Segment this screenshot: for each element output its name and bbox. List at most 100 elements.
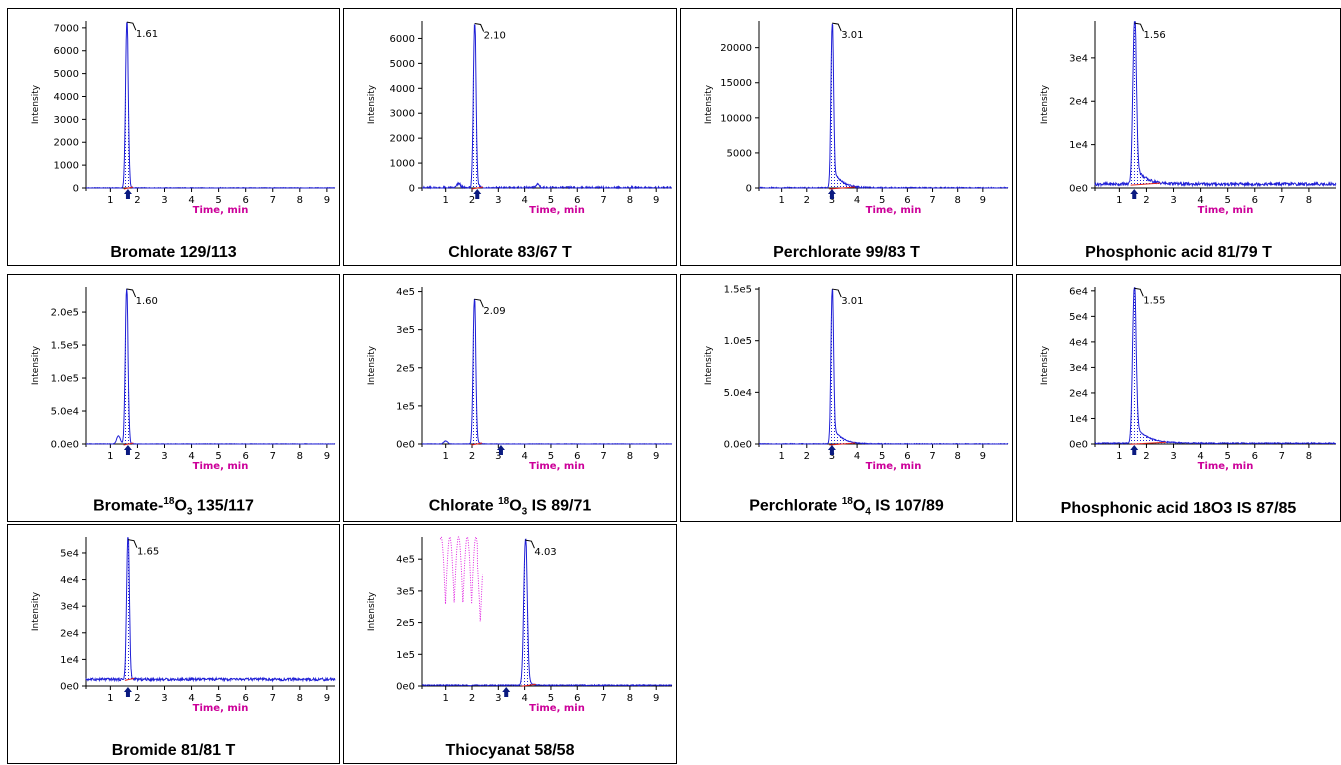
x-tick-label: 7 — [600, 195, 606, 206]
x-tick-label: 6 — [1252, 451, 1258, 462]
chromatogram-plot: 0 5000 10000 15000 20000 1 2 3 4 5 6 7 8 9 Intensity Ti… — [704, 21, 1009, 216]
y-axis-title: Intensity — [31, 591, 41, 631]
y-tick-label: 5.0e4 — [51, 407, 79, 418]
chromatogram-trace — [422, 24, 672, 190]
y-tick-label: 0.0e0 — [724, 440, 752, 451]
y-tick-label: 3e4 — [1069, 363, 1088, 374]
y-tick-label: 1e4 — [1069, 140, 1088, 151]
retention-time-label: 1.55 — [1143, 295, 1165, 306]
chromatogram-trace — [85, 21, 336, 189]
x-tick-label: 6 — [904, 451, 910, 462]
chromatogram-plot: 0 1000 2000 3000 4000 5000 6000 7000 1 2 3 4 5 6 7 8 9 In… — [31, 21, 336, 216]
x-tick-label: 9 — [980, 451, 986, 462]
panel-caption: Bromide 81/81 T — [111, 742, 236, 759]
peak-apex-flag — [126, 21, 137, 31]
panel-caption: Perchlorate 18O4 IS 107/89 — [749, 496, 944, 518]
peak-apex-flag — [474, 298, 484, 308]
y-tick-label: 15000 — [720, 78, 752, 89]
expected-rt-arrow-icon — [1130, 445, 1139, 455]
panel-caption: Chlorate 83/67 T — [448, 244, 572, 261]
chromatogram-panel: 0e0 1e4 2e4 3e4 1 2 3 4 5 6 7 8 Intensity Time, min 1.… — [1016, 8, 1341, 266]
y-axis-title: Intensity — [704, 345, 714, 385]
retention-time-label: 2.09 — [483, 306, 505, 317]
chromatogram-panel: 0e0 1e4 2e4 3e4 4e4 5e4 6e4 1 2 3 4 5 6 7 8 Intensity Ti… — [1016, 274, 1341, 522]
x-axis-title: Time, min — [193, 703, 249, 714]
expected-rt-arrow-icon — [123, 189, 132, 199]
y-tick-label: 1000 — [390, 159, 415, 170]
peak-apex-flag — [832, 288, 842, 298]
y-tick-label: 0 — [409, 184, 415, 195]
x-tick-label: 8 — [297, 693, 303, 704]
peak-apex-flag — [126, 288, 137, 298]
chromatogram-plot: 0e0 1e4 2e4 3e4 1 2 3 4 5 6 7 8 Intensity Time, min 1.… — [1040, 21, 1337, 216]
chromatogram-plot: 0e0 1e4 2e4 3e4 4e4 5e4 6e4 1 2 3 4 5 6 7 8 Intensity Ti… — [1040, 286, 1336, 472]
x-tick-label: 2 — [134, 451, 140, 462]
x-tick-label: 6 — [574, 195, 580, 206]
x-tick-label: 8 — [627, 451, 633, 462]
x-tick-label: 3 — [829, 195, 835, 206]
x-tick-label: 3 — [161, 195, 167, 206]
x-tick-label: 9 — [980, 195, 986, 206]
x-tick-label: 5 — [548, 451, 554, 462]
peak-area — [471, 299, 483, 444]
y-tick-label: 2e5 — [396, 363, 415, 374]
y-tick-label: 3e4 — [60, 602, 79, 613]
y-tick-label: 1.0e5 — [724, 336, 752, 347]
y-tick-label: 3e5 — [396, 586, 415, 597]
x-axis-title: Time, min — [866, 461, 922, 472]
x-tick-label: 2 — [134, 195, 140, 206]
y-axis-title: Intensity — [1040, 84, 1050, 124]
x-tick-label: 8 — [955, 195, 961, 206]
x-tick-label: 6 — [574, 451, 580, 462]
x-tick-label: 7 — [600, 693, 606, 704]
y-axis-title: Intensity — [31, 345, 41, 385]
x-tick-label: 9 — [653, 195, 659, 206]
x-tick-label: 1 — [442, 451, 448, 462]
chromatogram-trace — [759, 23, 1009, 190]
chromatogram-trace — [1094, 21, 1337, 188]
y-tick-label: 2e5 — [396, 618, 415, 629]
x-axis-title: Time, min — [529, 461, 585, 472]
x-axis-title: Time, min — [529, 205, 585, 216]
x-tick-label: 3 — [1170, 195, 1176, 206]
y-tick-label: 1e4 — [1069, 414, 1088, 425]
y-tick-label: 3000 — [390, 109, 415, 120]
integration-baseline — [123, 442, 134, 446]
x-tick-label: 5 — [215, 195, 221, 206]
x-tick-label: 2 — [1143, 451, 1149, 462]
y-tick-label: 6000 — [390, 34, 415, 45]
x-tick-label: 7 — [929, 451, 935, 462]
y-tick-label: 2e4 — [1069, 388, 1088, 399]
y-tick-label: 5.0e4 — [724, 388, 752, 399]
x-tick-label: 7 — [929, 195, 935, 206]
x-tick-label: 6 — [242, 451, 248, 462]
peak-apex-flag — [832, 22, 842, 32]
y-tick-label: 4e4 — [1069, 337, 1088, 348]
x-tick-label: 8 — [627, 195, 633, 206]
retention-time-label: 3.01 — [841, 296, 863, 307]
peak-apex-flag — [525, 539, 535, 549]
x-axis-title: Time, min — [1198, 205, 1254, 216]
x-tick-label: 3 — [495, 451, 501, 462]
y-tick-label: 0e0 — [396, 682, 415, 693]
y-tick-label: 4e5 — [396, 555, 415, 566]
y-tick-label: 1e5 — [396, 401, 415, 412]
x-tick-label: 8 — [297, 451, 303, 462]
y-tick-label: 4e5 — [396, 287, 415, 298]
y-axis-title: Intensity — [1040, 345, 1050, 385]
chromatogram-plot: 0.0e0 5.0e4 1.0e5 1.5e5 2.0e5 1 2 3 4 5 6 7 8 9 Intens… — [31, 287, 336, 472]
panel-caption: Bromate 129/113 — [110, 244, 237, 261]
x-tick-label: 3 — [161, 451, 167, 462]
x-tick-label: 6 — [574, 693, 580, 704]
x-tick-label: 4 — [1197, 451, 1203, 462]
x-tick-label: 6 — [242, 195, 248, 206]
chromatogram-panel: 0.0e0 5.0e4 1.0e5 1.5e5 2.0e5 1 2 3 4 5 6 7 8 9 Intens… — [7, 274, 340, 522]
y-tick-label: 7000 — [54, 23, 79, 34]
x-tick-label: 1 — [778, 195, 784, 206]
integration-baseline — [471, 442, 483, 446]
x-tick-label: 2 — [1143, 195, 1149, 206]
expected-rt-arrow-icon — [1130, 189, 1139, 199]
expected-rt-arrow-icon — [123, 687, 132, 697]
x-tick-label: 5 — [548, 195, 554, 206]
peak-area — [471, 24, 483, 188]
